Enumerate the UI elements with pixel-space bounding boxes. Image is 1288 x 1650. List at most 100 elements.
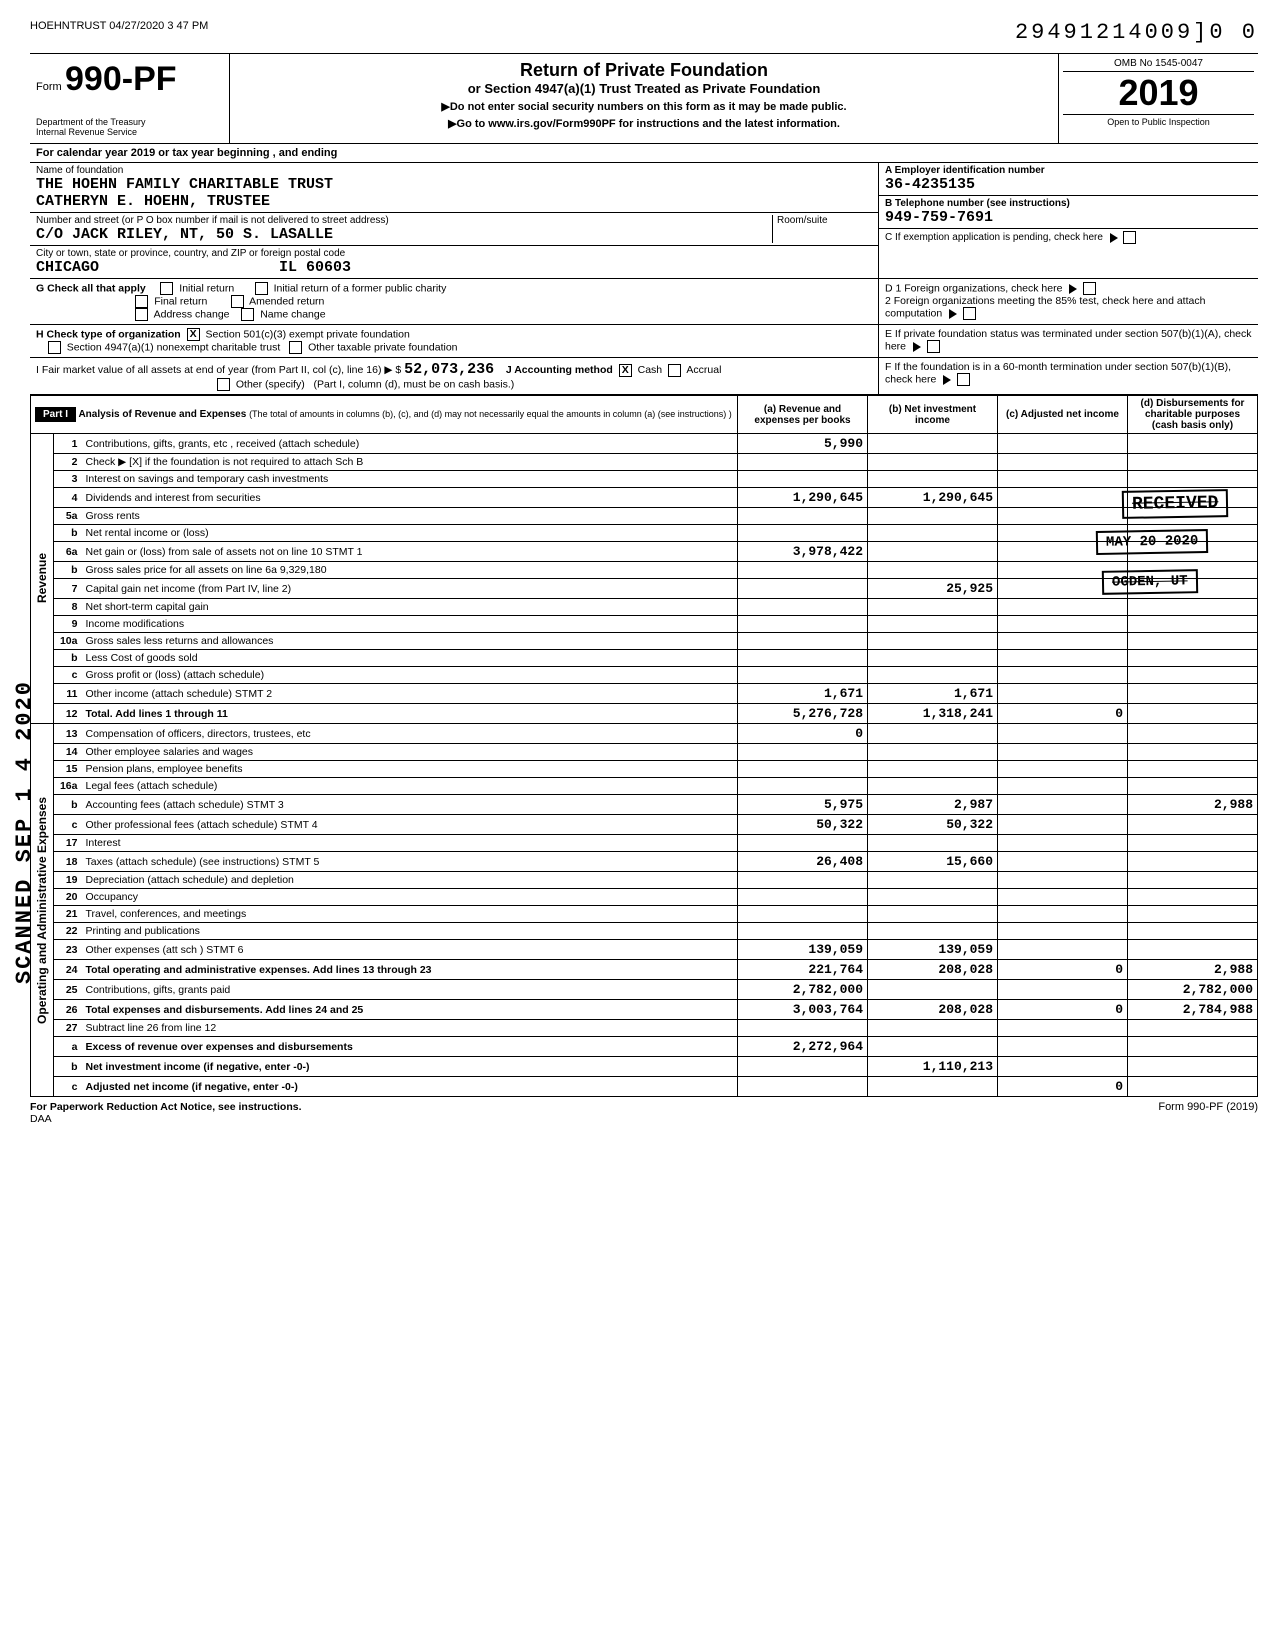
row-number: 25 [54,980,82,1000]
row-description: Travel, conferences, and meetings [82,906,738,923]
checkbox-cash[interactable]: X [619,364,632,377]
cell-d [1128,1077,1258,1097]
cell-d: 2,784,988 [1128,1000,1258,1020]
foundation-address: C/O JACK RILEY, NT, 50 S. LASALLE [36,226,772,243]
row-description: Other employee salaries and wages [82,744,738,761]
cell-a: 50,322 [738,815,868,835]
cell-c [998,980,1128,1000]
row-number: 24 [54,960,82,980]
d2-label: 2 Foreign organizations meeting the 85% … [885,295,1205,319]
checkbox-other-taxable[interactable] [289,341,302,354]
cell-d [1128,923,1258,940]
row-number: 12 [54,704,82,724]
expenses-side-label: Operating and Administrative Expenses [35,797,49,1024]
checkbox-f[interactable] [957,373,970,386]
row-description: Total. Add lines 1 through 11 [82,704,738,724]
checkbox-address[interactable] [135,308,148,321]
cell-c [998,744,1128,761]
row-description: Occupancy [82,889,738,906]
cell-b [868,872,998,889]
identification-block: Name of foundation THE HOEHN FAMILY CHAR… [30,163,1258,279]
cell-a: 3,003,764 [738,1000,868,1020]
ogden-stamp: OGDEN, UT [1102,569,1198,595]
cell-a: 2,272,964 [738,1037,868,1057]
part1-label: Part I [35,407,76,422]
checkbox-name[interactable] [241,308,254,321]
checkbox-c[interactable] [1123,231,1136,244]
cell-c [998,633,1128,650]
checkbox-501c3[interactable]: X [187,328,200,341]
cell-d [1128,1057,1258,1077]
cell-c [998,852,1128,872]
row-description: Check ▶ [X] if the foundation is not req… [82,454,738,471]
cell-d [1128,616,1258,633]
row-number: 21 [54,906,82,923]
row-description: Pension plans, employee benefits [82,761,738,778]
cell-c [998,724,1128,744]
cell-d [1128,667,1258,684]
g-opt-0: Initial return [179,282,234,294]
checkbox-4947[interactable] [48,341,61,354]
cell-b [868,471,998,488]
cell-b [868,542,998,562]
row-number: 16a [54,778,82,795]
form-subtitle: or Section 4947(a)(1) Trust Treated as P… [240,81,1048,96]
row-description: Gross profit or (loss) (attach schedule) [82,667,738,684]
cell-a [738,835,868,852]
row-description: Accounting fees (attach schedule) STMT 3 [82,795,738,815]
row-description: Net rental income or (loss) [82,525,738,542]
checkbox-d2[interactable] [963,307,976,320]
row-number: 10a [54,633,82,650]
cell-c [998,835,1128,852]
d1-label: D 1 Foreign organizations, check here [885,282,1062,294]
checkbox-accrual[interactable] [668,364,681,377]
checkbox-final[interactable] [135,295,148,308]
checkbox-amended[interactable] [231,295,244,308]
cell-d [1128,471,1258,488]
cell-a [738,562,868,579]
received-stamp: RECEIVED [1121,489,1228,519]
cell-d [1128,1020,1258,1037]
row-description: Gross rents [82,508,738,525]
checkbox-initial-former[interactable] [255,282,268,295]
row-description: Dividends and interest from securities [82,488,738,508]
h-opt3: Other taxable private foundation [308,341,457,353]
cell-b: 2,987 [868,795,998,815]
row-number: b [54,1057,82,1077]
i-label: I Fair market value of all assets at end… [36,364,401,376]
cell-a [738,579,868,599]
cell-b [868,508,998,525]
checkbox-d1[interactable] [1083,282,1096,295]
cell-b: 25,925 [868,579,998,599]
part1-note: (The total of amounts in columns (b), (c… [249,409,732,419]
row-number: b [54,795,82,815]
checkbox-e[interactable] [927,340,940,353]
cell-a: 221,764 [738,960,868,980]
cell-c [998,454,1128,471]
checkbox-other-method[interactable] [217,378,230,391]
row-number: 1 [54,434,82,454]
name-label: Name of foundation [36,165,872,176]
row-number: 8 [54,599,82,616]
address-label: Number and street (or P O box number if … [36,215,772,226]
cell-d: 2,988 [1128,795,1258,815]
cell-b [868,454,998,471]
cell-d [1128,761,1258,778]
checkbox-initial[interactable] [160,282,173,295]
cell-c [998,761,1128,778]
cell-a: 1,290,645 [738,488,868,508]
cell-a [738,508,868,525]
row-description: Interest [82,835,738,852]
cell-b [868,1077,998,1097]
cell-a: 1,671 [738,684,868,704]
form-title: Return of Private Foundation [240,60,1048,81]
cell-c [998,616,1128,633]
col-c-header: (c) Adjusted net income [998,396,1128,434]
row-description: Other professional fees (attach schedule… [82,815,738,835]
arrow-icon [949,309,957,319]
part1-table: Part I Analysis of Revenue and Expenses … [30,395,1258,1097]
footer-daa: DAA [30,1113,52,1125]
row-description: Total operating and administrative expen… [82,960,738,980]
cell-a: 5,975 [738,795,868,815]
cell-b [868,744,998,761]
